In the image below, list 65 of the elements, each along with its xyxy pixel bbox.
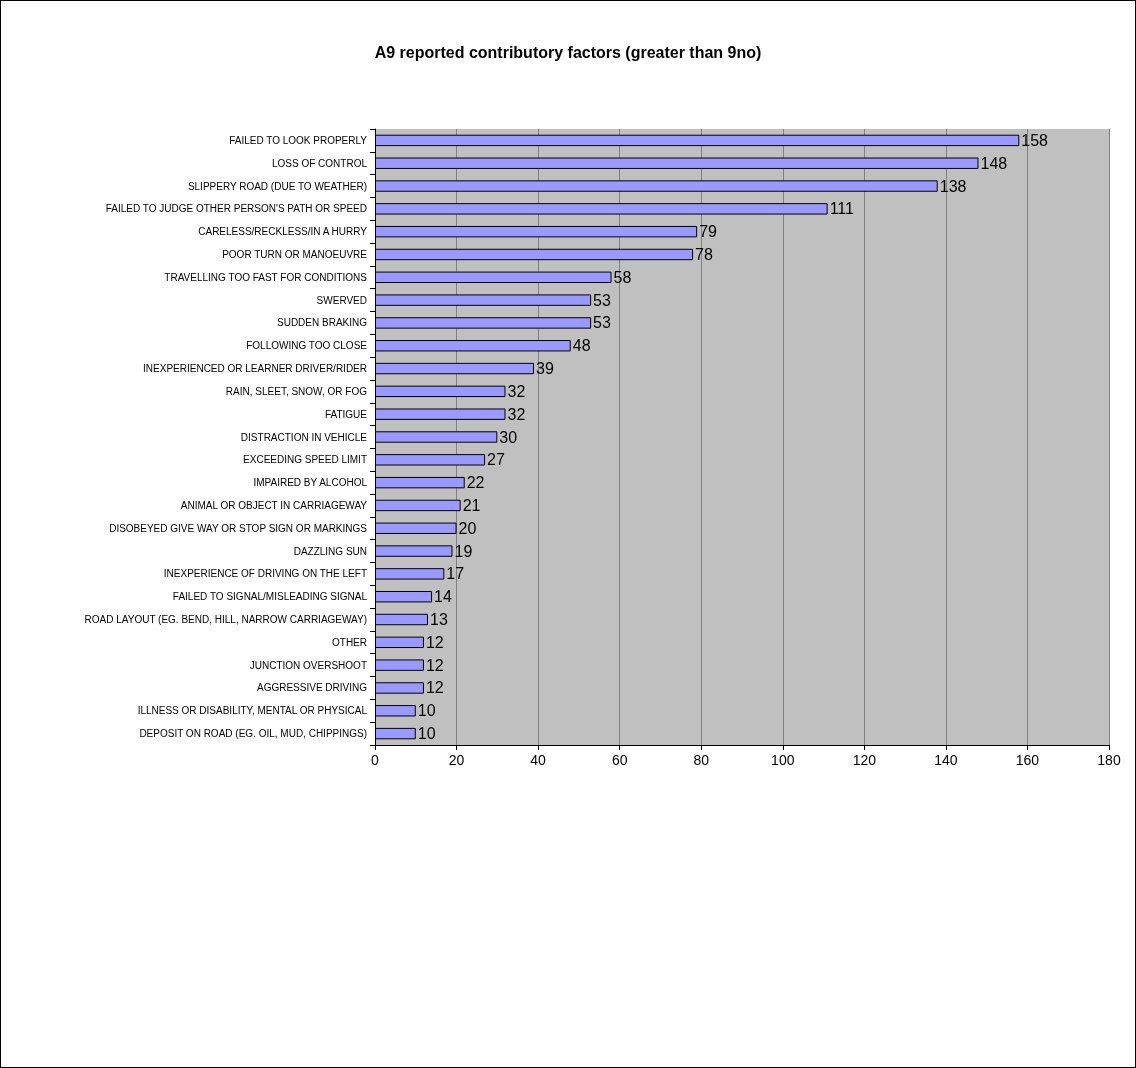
y-tick-label: SWERVED	[316, 294, 367, 306]
data-label: 14	[434, 588, 452, 606]
data-label: 20	[458, 519, 477, 537]
data-label: 39	[536, 360, 554, 378]
data-label: 12	[425, 656, 444, 674]
x-tick-label: 160	[1015, 752, 1040, 768]
y-tick-label: FOLLOWING TOO CLOSE	[246, 340, 368, 352]
y-tick-label: OTHER	[332, 636, 367, 648]
y-tick-label: RAIN, SLEET, SNOW, OR FOG	[225, 385, 368, 397]
data-label: 12	[425, 679, 444, 697]
y-tick-label: EXCEEDING SPEED LIMIT	[243, 454, 367, 466]
y-tick-label: IMPAIRED BY ALCOHOL	[253, 477, 368, 489]
x-tick-label: 20	[448, 752, 465, 768]
data-label: 78	[695, 245, 713, 263]
y-tick-label: JUNCTION OVERSHOOT	[249, 659, 367, 671]
x-tick-label: 100	[771, 752, 795, 768]
chart-title: A9 reported contributory factors (greater than 9no)	[374, 43, 762, 61]
data-label: 21	[462, 496, 481, 514]
x-tick-label: 40	[530, 752, 547, 768]
y-tick-label: DISOBEYED GIVE WAY OR STOP SIGN OR MARKINGS	[109, 522, 368, 534]
data-label: 58	[613, 268, 632, 286]
x-tick-label: 60	[611, 752, 628, 768]
y-tick-label: SLIPPERY ROAD (DUE TO WEATHER)	[187, 180, 367, 192]
data-label: 12	[425, 633, 444, 651]
data-label: 22	[466, 474, 485, 492]
y-tick-label: LOSS OF CONTROL	[271, 157, 368, 169]
data-label: 10	[417, 725, 436, 743]
y-tick-label: CARELESS/RECKLESS/IN A HURRY	[198, 226, 368, 238]
y-tick-label: TRAVELLING TOO FAST FOR CONDITIONS	[164, 271, 368, 283]
y-tick-label: FAILED TO SIGNAL/MISLEADING SIGNAL	[172, 591, 368, 603]
y-tick-label: POOR TURN OR MANOEUVRE	[222, 248, 368, 260]
data-label: 158	[1021, 131, 1049, 149]
y-tick-label: INEXPERIENCE OF DRIVING ON THE LEFT	[163, 568, 367, 580]
x-tick-label: 180	[1097, 752, 1121, 768]
x-tick-label: 120	[852, 752, 877, 768]
data-label: 27	[487, 451, 505, 469]
data-label: 32	[507, 405, 526, 423]
data-label: 48	[572, 337, 591, 355]
y-tick-label: FATIGUE	[324, 408, 368, 420]
data-label: 13	[430, 611, 448, 629]
y-tick-label: DAZZLING SUN	[293, 545, 367, 557]
y-tick-label: DEPOSIT ON ROAD (EG. OIL, MUD, CHIPPINGS)	[139, 728, 367, 740]
y-tick-label: SUDDEN BRAKING	[276, 317, 368, 329]
y-tick-label: AGGRESSIVE DRIVING	[256, 682, 368, 694]
data-label: 19	[454, 542, 473, 560]
data-label: 17	[446, 565, 465, 583]
y-tick-label: ANIMAL OR OBJECT IN CARRIAGEWAY	[180, 499, 368, 511]
data-label: 10	[417, 702, 436, 720]
y-tick-label: ROAD LAYOUT (EG. BEND, HILL, NARROW CARRIAGEWAY)	[84, 614, 367, 626]
data-label: 148	[980, 154, 1008, 172]
data-label: 138	[939, 177, 967, 195]
y-tick-label: INEXPERIENCED OR LEARNER DRIVER/RIDER	[143, 363, 367, 375]
y-tick-label: FAILED TO JUDGE OTHER PERSON'S PATH OR SPEED	[105, 203, 367, 215]
x-tick-label: 0	[371, 752, 380, 768]
data-label: 30	[499, 428, 518, 446]
y-tick-label: ILLNESS OR DISABILITY, MENTAL OR PHYSICAL	[137, 705, 368, 717]
y-tick-label: FAILED TO LOOK PROPERLY	[229, 134, 368, 146]
data-label: 53	[593, 314, 612, 332]
data-label: 79	[699, 223, 718, 241]
data-label: 53	[593, 291, 612, 309]
y-tick-label: DISTRACTION IN VEHICLE	[240, 431, 368, 443]
x-tick-label: 80	[693, 752, 710, 768]
data-label: 111	[829, 200, 855, 218]
data-label: 32	[507, 382, 526, 400]
x-tick-label: 140	[934, 752, 958, 768]
